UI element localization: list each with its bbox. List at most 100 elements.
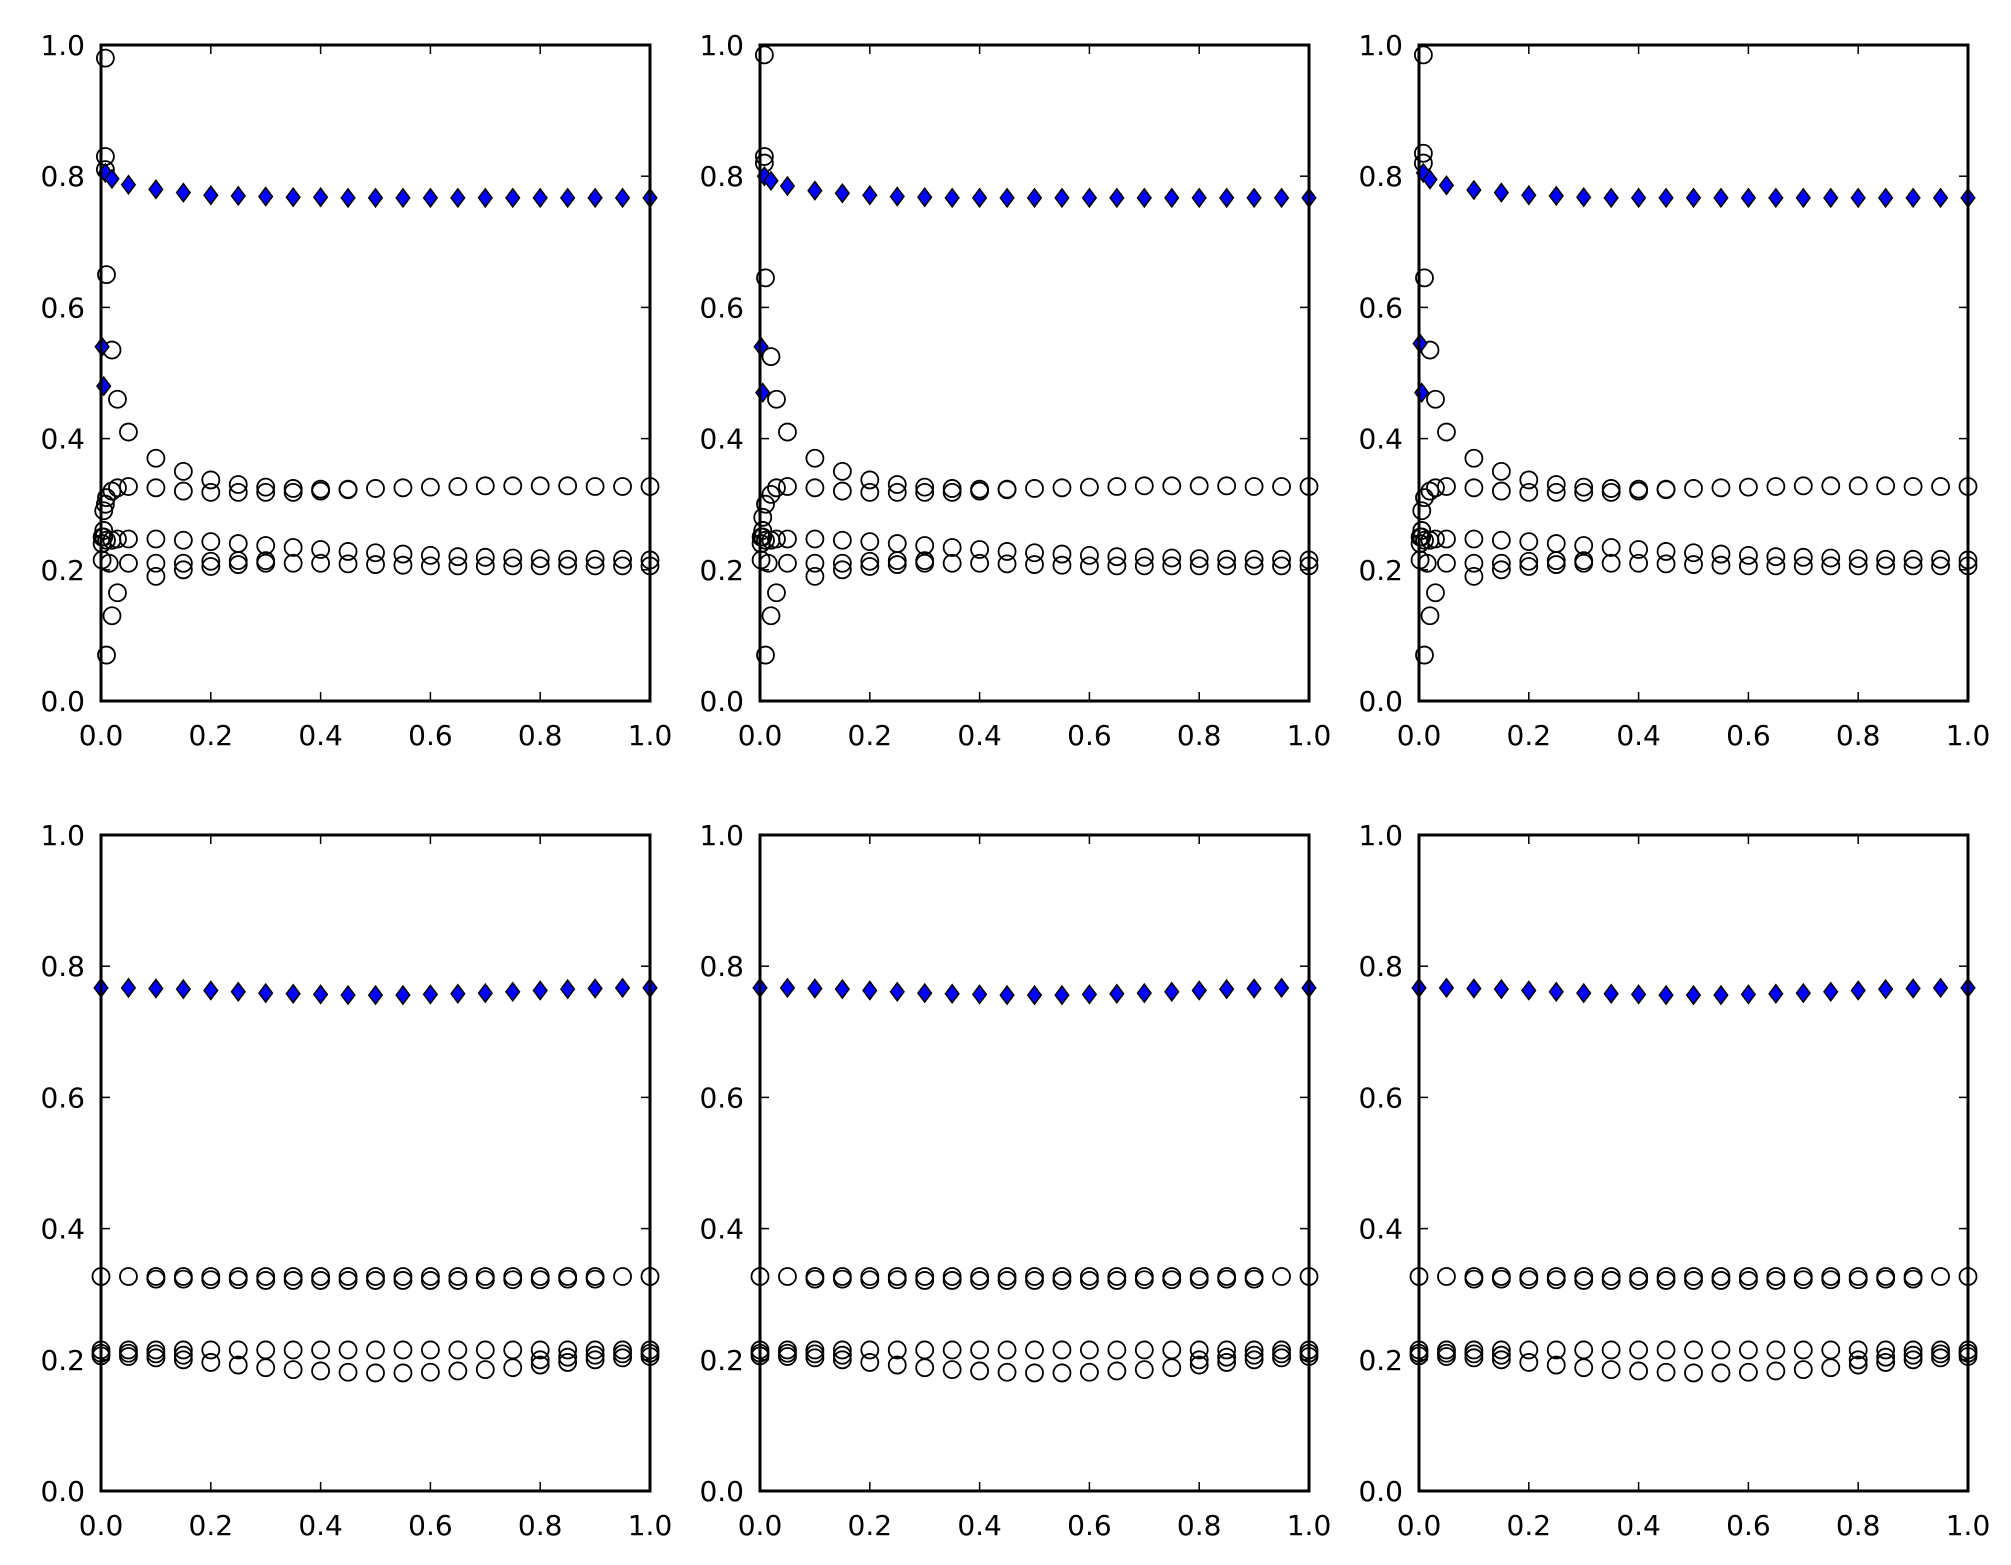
circle-point xyxy=(146,448,166,468)
circle-point xyxy=(338,554,358,574)
x-tick-label: 0.4 xyxy=(957,1509,1002,1542)
circle-point xyxy=(860,1353,880,1372)
circle-point xyxy=(1272,549,1291,569)
circle-point xyxy=(283,553,303,573)
diamond-point xyxy=(367,984,384,1006)
circle-point xyxy=(805,1344,825,1364)
circle-point xyxy=(338,1340,358,1360)
circle-point xyxy=(1272,556,1291,576)
circle-point xyxy=(1684,555,1703,574)
y-tick-label: 0.4 xyxy=(699,423,744,456)
circle-point xyxy=(530,1355,550,1375)
circle-point xyxy=(366,1271,385,1290)
diamond-point xyxy=(175,182,192,203)
circle-point xyxy=(1876,1269,1896,1289)
circle-point xyxy=(420,545,440,565)
circle-point xyxy=(1052,1271,1072,1290)
diamond-point xyxy=(1905,187,1921,209)
diamond-point xyxy=(1246,978,1262,999)
diamond-point xyxy=(889,981,905,1003)
circle-point xyxy=(1711,544,1731,564)
diamond-point xyxy=(834,978,851,1000)
circle-point xyxy=(997,1271,1017,1290)
circle-point xyxy=(173,1269,193,1289)
y-tick-label: 0.4 xyxy=(40,1213,85,1246)
diamond-point xyxy=(203,980,219,1001)
circle-point xyxy=(393,478,413,498)
circle-point xyxy=(1684,1340,1703,1360)
diamond-point xyxy=(1136,982,1152,1004)
circle-point xyxy=(1244,1269,1264,1289)
diamond-point xyxy=(450,983,466,1005)
diamond-point xyxy=(1164,981,1180,1003)
circle-point xyxy=(1491,1340,1511,1360)
circle-point xyxy=(338,1362,358,1382)
diamond-point xyxy=(1630,187,1647,209)
diamond-point xyxy=(340,187,356,209)
circle-point xyxy=(970,481,989,501)
circle-point xyxy=(1876,549,1896,569)
circle-point xyxy=(95,48,115,68)
circle-point xyxy=(1519,551,1539,571)
diamond-point xyxy=(1823,187,1839,209)
circle-point xyxy=(119,477,138,496)
x-tick-label: 0.6 xyxy=(1067,1509,1112,1542)
circle-point xyxy=(1189,1355,1209,1375)
circle-point xyxy=(97,530,116,550)
circle-point xyxy=(832,1345,852,1365)
circle-point xyxy=(832,530,852,550)
y-tick-label: 0.0 xyxy=(1358,685,1403,718)
diamond-point xyxy=(1109,187,1125,209)
panel-1: 0.0 0.2 0.4 0.6 0.8 1.0 0.0 0.2 0.4 0.6 0.8 1.0 xyxy=(40,29,672,752)
diamond-point xyxy=(1603,187,1619,209)
y-tick-label: 0.6 xyxy=(1358,1081,1403,1114)
circle-point xyxy=(942,482,962,502)
circle-point xyxy=(1437,529,1456,549)
circle-point xyxy=(1437,1267,1456,1286)
x-tick-label: 0.4 xyxy=(298,719,343,752)
diamond-point xyxy=(148,179,164,200)
circle-point xyxy=(942,1340,962,1360)
diamond-point xyxy=(1164,187,1180,209)
circle-point xyxy=(753,527,773,547)
x-tick-label: 0.8 xyxy=(1177,1509,1222,1542)
circle-point xyxy=(1025,1271,1044,1290)
circle-point xyxy=(1162,476,1182,496)
circle-point xyxy=(1903,1269,1923,1289)
circle-point xyxy=(530,1340,550,1360)
diamond-point xyxy=(532,187,548,209)
diamond-point xyxy=(763,170,779,192)
diamond-point xyxy=(1109,983,1125,1005)
circle-point xyxy=(1491,481,1511,501)
circle-point xyxy=(256,482,276,502)
diamond-point xyxy=(312,186,329,208)
circle-point xyxy=(970,1340,989,1360)
circle-point xyxy=(1711,555,1731,575)
y-tick-label: 0.8 xyxy=(1358,160,1403,193)
circle-point xyxy=(228,551,248,571)
circle-point xyxy=(1656,542,1676,561)
diamond-point xyxy=(1191,980,1207,1001)
x-tick-label: 0.2 xyxy=(848,719,893,752)
circle-point xyxy=(1189,1350,1209,1370)
diamond-point xyxy=(807,978,823,999)
circle-point xyxy=(1519,1270,1539,1290)
circle-point xyxy=(1217,1269,1237,1289)
circle-point xyxy=(311,540,331,559)
circle-point xyxy=(1519,532,1539,551)
diamond-point xyxy=(1630,984,1647,1005)
circle-point xyxy=(146,1344,166,1364)
diamond-point xyxy=(1521,184,1537,206)
x-tick-label: 0.4 xyxy=(1616,719,1661,752)
diamond-point xyxy=(889,186,905,207)
circle-point xyxy=(832,553,852,573)
circle-point xyxy=(970,1361,989,1381)
diamond-point xyxy=(1658,187,1674,209)
y-tick-label: 0.2 xyxy=(699,1344,744,1377)
circle-point xyxy=(1107,556,1127,576)
circle-point xyxy=(1415,645,1434,665)
circle-point xyxy=(585,549,605,569)
circle-point xyxy=(1052,555,1072,575)
circle-point xyxy=(94,501,114,521)
y-tick-label: 0.8 xyxy=(40,160,85,193)
